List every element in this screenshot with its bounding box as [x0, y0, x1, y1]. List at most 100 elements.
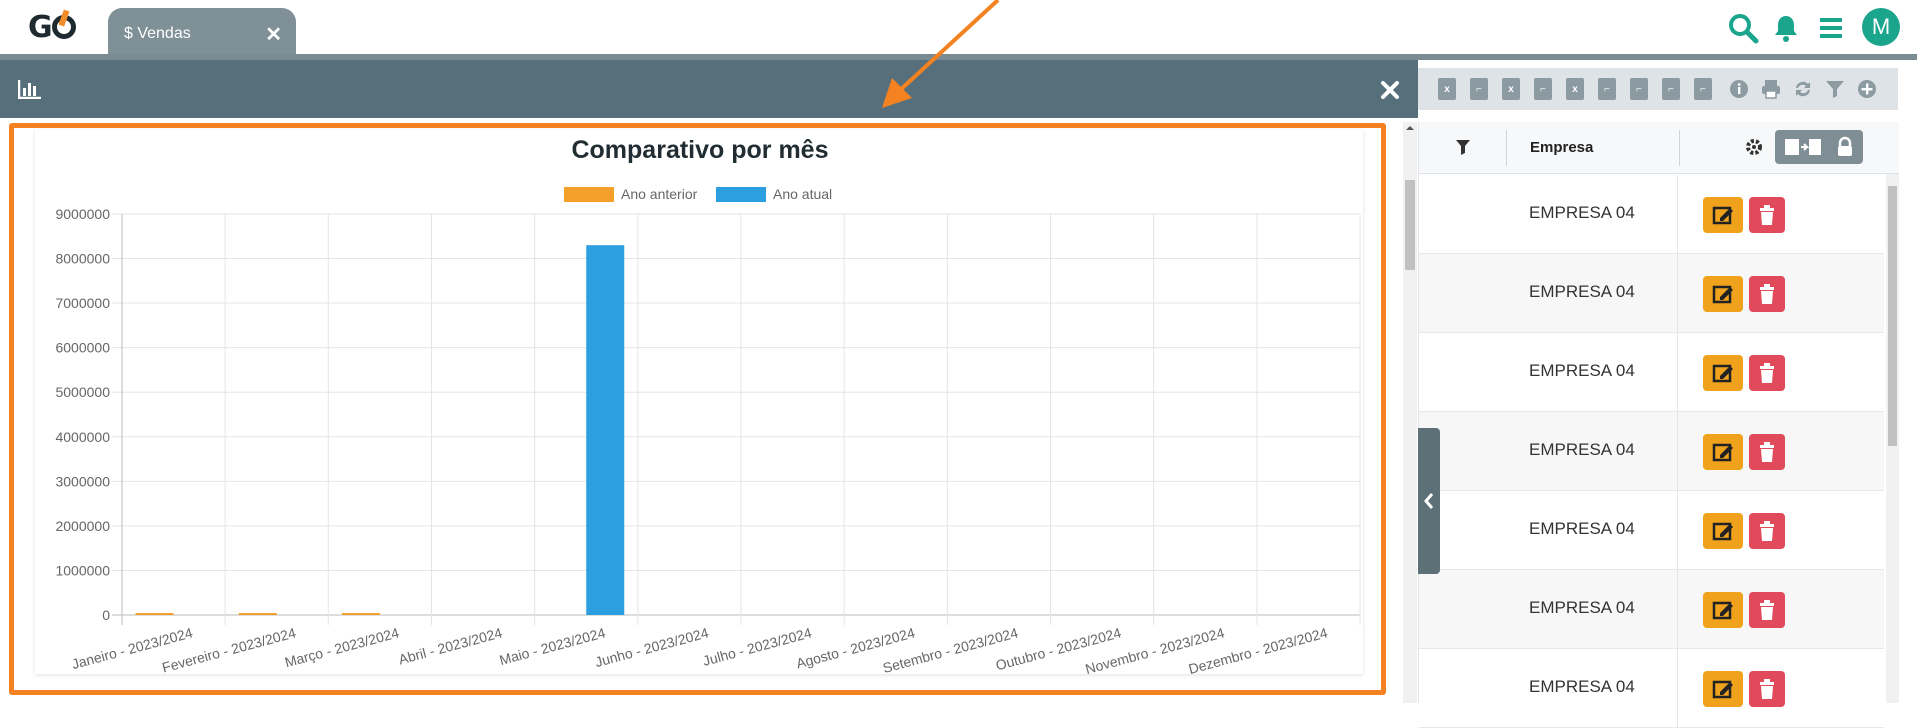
y-tick-label: 2000000 — [55, 518, 110, 534]
delete-button[interactable] — [1749, 197, 1785, 233]
cell-empresa: EMPRESA 04 — [1529, 361, 1635, 380]
table-row[interactable]: EMPRESA 04 — [1419, 254, 1884, 333]
export-excel-icon[interactable]: x — [1502, 78, 1520, 100]
cell-divider — [1677, 175, 1678, 254]
cell-divider — [1677, 649, 1678, 728]
tab-vendas[interactable]: $ Vendas ✕ — [108, 8, 296, 56]
delete-button[interactable] — [1749, 671, 1785, 707]
topbar-divider — [0, 54, 1917, 60]
bar-chart-icon — [18, 80, 41, 99]
cell-empresa: EMPRESA 04 — [1529, 677, 1635, 696]
collapse-panel-button[interactable] — [1418, 428, 1440, 574]
table-row[interactable]: EMPRESA 04 — [1419, 491, 1884, 570]
table-scrollbar[interactable] — [1886, 174, 1899, 703]
edit-button[interactable] — [1703, 276, 1743, 312]
edit-icon — [1712, 364, 1733, 383]
header-divider — [1506, 130, 1507, 166]
table-header: Empresa — [1419, 122, 1899, 174]
table-row[interactable]: EMPRESA 04 — [1419, 175, 1884, 254]
y-tick-label: 3000000 — [55, 473, 110, 489]
bar — [586, 245, 625, 615]
y-tick-label: 6000000 — [55, 340, 110, 356]
trash-icon — [1760, 205, 1774, 225]
highlight-box — [9, 123, 1386, 695]
annotation-arrow — [882, 0, 1000, 108]
delete-button[interactable] — [1749, 592, 1785, 628]
scroll-up-icon[interactable] — [1406, 124, 1414, 132]
header-actions — [1775, 130, 1863, 164]
delete-button[interactable] — [1749, 434, 1785, 470]
scrollbar-thumb[interactable] — [1888, 186, 1897, 446]
bar — [238, 613, 277, 615]
modal-scrollbar[interactable] — [1403, 122, 1417, 703]
refresh-icon[interactable] — [1792, 78, 1814, 100]
close-icon[interactable] — [1380, 80, 1400, 100]
column-filter-icon[interactable] — [1455, 138, 1471, 156]
column-header-empresa[interactable]: Empresa — [1530, 139, 1594, 156]
edit-icon — [1712, 285, 1733, 304]
cell-empresa: EMPRESA 04 — [1529, 440, 1635, 459]
export-pdf-icon[interactable]: ⌐ — [1534, 78, 1552, 100]
y-tick-label: 7000000 — [55, 295, 110, 311]
edit-button[interactable] — [1703, 671, 1743, 707]
cell-divider — [1677, 570, 1678, 649]
trash-icon — [1760, 600, 1774, 620]
legend-swatch — [716, 187, 766, 202]
delete-button[interactable] — [1749, 276, 1785, 312]
table-row[interactable]: EMPRESA 04 — [1419, 649, 1884, 728]
trash-icon — [1760, 284, 1774, 304]
edit-button[interactable] — [1703, 355, 1743, 391]
delete-button[interactable] — [1749, 355, 1785, 391]
cell-empresa: EMPRESA 04 — [1529, 598, 1635, 617]
top-bar: G $ Vendas ✕ M — [0, 0, 1917, 56]
edit-button[interactable] — [1703, 513, 1743, 549]
data-table: Empresa EMPRESA 04 EMPRESA 04 EMPRESA 04… — [1418, 122, 1899, 728]
app-logo[interactable]: G — [28, 10, 88, 50]
user-avatar[interactable]: M — [1862, 8, 1900, 46]
export-pdf-icon[interactable]: ⌐ — [1598, 78, 1616, 100]
legend-label: Ano atual — [773, 186, 832, 202]
cell-empresa: EMPRESA 04 — [1529, 519, 1635, 538]
table-row[interactable]: EMPRESA 04 — [1419, 570, 1884, 649]
cell-empresa: EMPRESA 04 — [1529, 203, 1635, 222]
export-excel-icon[interactable]: x — [1438, 78, 1456, 100]
export-pdf-icon[interactable]: ⌐ — [1694, 78, 1712, 100]
search-icon[interactable] — [1727, 12, 1759, 44]
chart-card — [35, 130, 1363, 674]
gear-icon[interactable] — [1745, 138, 1763, 156]
export-pdf-icon[interactable]: ⌐ — [1630, 78, 1648, 100]
bell-icon[interactable] — [1770, 12, 1802, 44]
export-columns-icon[interactable] — [1783, 137, 1823, 157]
edit-button[interactable] — [1703, 592, 1743, 628]
edit-icon — [1712, 443, 1733, 462]
tab-label: $ Vendas — [124, 25, 191, 42]
bar — [341, 613, 380, 615]
y-tick-label: 9000000 — [55, 206, 110, 222]
bar — [135, 613, 174, 615]
export-pdf-icon[interactable]: ⌐ — [1470, 78, 1488, 100]
chart-title: Comparativo por mês — [571, 136, 828, 164]
export-excel-icon[interactable]: x — [1566, 78, 1584, 100]
menu-icon[interactable] — [1815, 12, 1847, 44]
filter-icon[interactable] — [1824, 78, 1846, 100]
tab-close-icon[interactable]: ✕ — [265, 24, 282, 46]
trash-icon — [1760, 521, 1774, 541]
edit-button[interactable] — [1703, 434, 1743, 470]
edit-button[interactable] — [1703, 197, 1743, 233]
table-row[interactable]: EMPRESA 04 — [1419, 333, 1884, 412]
export-pdf-icon[interactable]: ⌐ — [1662, 78, 1680, 100]
trash-icon — [1760, 679, 1774, 699]
print-icon[interactable] — [1760, 78, 1782, 100]
lock-icon[interactable] — [1835, 136, 1855, 158]
scrollbar-thumb[interactable] — [1405, 180, 1415, 270]
edit-icon — [1712, 522, 1733, 541]
info-icon[interactable] — [1728, 78, 1750, 100]
cell-divider — [1677, 254, 1678, 333]
chevron-left-icon — [1424, 493, 1434, 509]
y-tick-label: 1000000 — [55, 562, 110, 578]
trash-icon — [1760, 442, 1774, 462]
table-row[interactable]: EMPRESA 04 — [1419, 412, 1884, 491]
delete-button[interactable] — [1749, 513, 1785, 549]
add-icon[interactable] — [1856, 78, 1878, 100]
cell-empresa: EMPRESA 04 — [1529, 282, 1635, 301]
